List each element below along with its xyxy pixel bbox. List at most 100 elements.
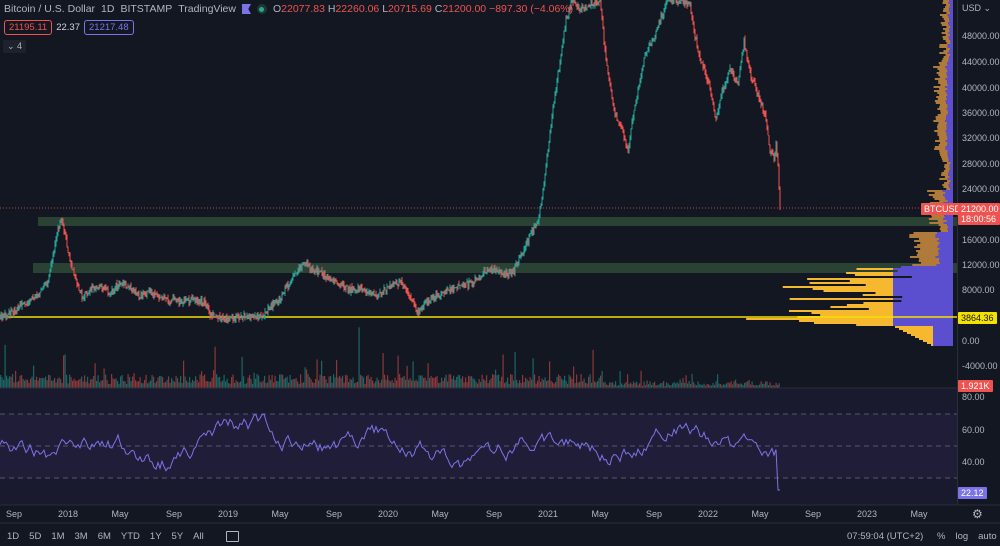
volume-profile-bar <box>949 30 953 32</box>
volume-bar <box>528 381 530 388</box>
volume-bar <box>546 380 548 388</box>
volume-profile-bar <box>917 252 939 254</box>
volume-bar <box>387 375 389 388</box>
volume-bar <box>94 363 96 388</box>
volume-bar <box>351 379 353 388</box>
volume-bar <box>526 379 528 388</box>
volume-bar <box>439 382 441 388</box>
range-button-6m[interactable]: 6M <box>97 530 111 542</box>
volume-bar <box>310 379 312 388</box>
volume-profile-bar <box>945 148 953 150</box>
symbol-legend: Bitcoin / U.S. Dollar 1D BITSTAMP Tradin… <box>4 3 573 15</box>
volume-profile-bar <box>942 58 949 60</box>
market-status-icon[interactable] <box>256 4 267 14</box>
volume-bar <box>274 375 276 388</box>
volume-profile-bar <box>941 174 949 176</box>
range-button-all[interactable]: All <box>193 530 204 542</box>
volume-bar <box>297 381 299 388</box>
volume-bar <box>226 378 228 388</box>
volume-bar <box>228 383 230 388</box>
interval[interactable]: 1D <box>101 3 115 15</box>
volume-bar <box>414 380 416 388</box>
volume-bar <box>321 360 323 388</box>
volume-bar <box>687 383 689 388</box>
volume-bar <box>258 375 260 388</box>
volume-bar <box>769 382 771 388</box>
volume-bar <box>552 382 554 388</box>
volume-bar <box>484 380 486 388</box>
volume-bar <box>280 374 282 388</box>
range-button-1y[interactable]: 1Y <box>149 530 162 542</box>
volume-profile-bar <box>938 144 948 146</box>
volume-profile-bar <box>935 234 953 236</box>
volume-bar <box>616 385 618 388</box>
volume-bar <box>160 375 162 388</box>
range-button-ytd[interactable]: YTD <box>120 530 140 542</box>
volume-profile-bar <box>918 260 940 262</box>
volume-bar <box>394 377 396 388</box>
volume-profile-bar <box>950 12 953 14</box>
volume-bar <box>103 368 105 388</box>
range-button-1m[interactable]: 1M <box>51 530 65 542</box>
volume-profile-bar <box>938 250 953 252</box>
range-button-1d[interactable]: 1D <box>7 530 20 542</box>
volume-bar <box>388 380 390 388</box>
volume-bar <box>87 376 89 388</box>
volume-profile-bar <box>949 8 953 10</box>
volume-bar <box>432 377 434 388</box>
volume-profile-bar <box>949 176 953 178</box>
volume-profile-bar <box>943 8 950 10</box>
volume-profile-bar <box>862 294 893 296</box>
volume-bar <box>19 375 21 388</box>
volume-bar <box>171 378 173 388</box>
volume-bar <box>382 353 384 388</box>
volume-bar <box>477 383 479 388</box>
go-to-date-icon[interactable] <box>225 530 239 542</box>
percent-scale-button[interactable]: % <box>937 530 946 542</box>
volume-bar <box>678 383 680 388</box>
settings-gear-icon[interactable]: ⚙ <box>972 507 983 521</box>
volume-bar <box>732 384 734 388</box>
volume-bar <box>592 349 594 388</box>
volume-bar <box>598 377 600 388</box>
volume-bar <box>397 355 399 388</box>
volume-profile-bar <box>944 214 953 216</box>
bid-button[interactable]: 21195.11 <box>4 20 53 35</box>
clock[interactable]: 07:59:04 (UTC+2) <box>847 530 924 542</box>
volume-bar <box>586 383 588 388</box>
log-scale-button[interactable]: log <box>955 530 969 542</box>
range-button-5d[interactable]: 5D <box>29 530 42 542</box>
volume-bar <box>144 379 146 388</box>
rsi-value-tag: 22.12 <box>958 487 987 499</box>
volume-bar <box>531 379 533 388</box>
volume-profile-bar <box>911 334 933 336</box>
price-axis[interactable] <box>957 0 1000 505</box>
range-button-5y[interactable]: 5Y <box>171 530 184 542</box>
currency-selector[interactable]: USD ⌄ <box>962 3 992 13</box>
volume-bar <box>360 374 362 388</box>
volume-bar <box>268 375 270 388</box>
volume-bar <box>442 380 444 388</box>
volume-profile-bar <box>948 24 953 26</box>
volume-profile-bar <box>809 282 893 284</box>
volume-bar <box>58 377 60 388</box>
flag-icon[interactable] <box>241 4 251 14</box>
volume-bar <box>367 374 369 388</box>
volume-bar <box>327 383 329 388</box>
volume-profile-bar <box>947 94 953 96</box>
volume-bar <box>316 359 318 388</box>
volume-profile-bar <box>928 218 944 220</box>
volume-profile-bar <box>947 150 953 152</box>
ask-button[interactable]: 21217.48 <box>84 20 134 35</box>
volume-profile-bar <box>893 304 953 306</box>
range-button-3m[interactable]: 3M <box>74 530 88 542</box>
volume-profile-bar <box>937 132 947 134</box>
volume-bar <box>496 375 498 388</box>
volume-bar <box>306 369 308 388</box>
auto-scale-button[interactable]: auto <box>978 530 997 542</box>
symbol-name[interactable]: Bitcoin / U.S. Dollar <box>4 3 96 15</box>
collapse-indicators-button[interactable]: ⌄ 4 <box>3 40 27 53</box>
volume-bar <box>762 383 764 388</box>
volume-profile-bar <box>947 88 953 90</box>
